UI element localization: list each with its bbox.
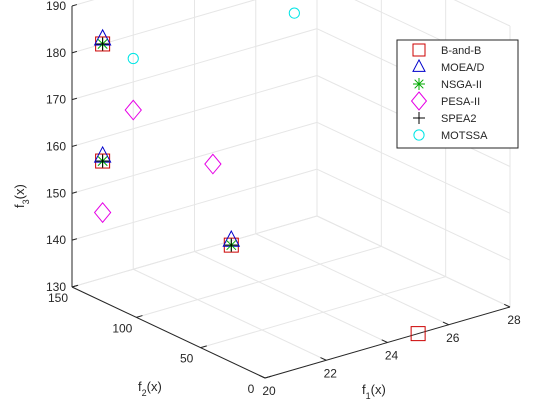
x-tick-mark (503, 303, 511, 308)
y-tick-label: 0 (248, 382, 255, 396)
right-wall-grid-line (316, 215, 511, 308)
x-tick-label: 20 (262, 384, 276, 398)
z-tick-mark (71, 238, 78, 241)
z-axis-label: f3(x) (12, 184, 31, 208)
right-wall-grid-line (316, 121, 511, 214)
back-wall-grid-line (71, 168, 318, 241)
y-tick-label: 100 (112, 321, 132, 335)
data-point (124, 99, 142, 121)
series-moea-d (93, 28, 241, 247)
z-tick-label: 190 (46, 0, 66, 13)
right-wall-grid-line (316, 168, 511, 261)
x-tick-mark (320, 357, 327, 361)
data-point (93, 202, 112, 224)
x-tick-label: 28 (507, 313, 521, 327)
z-tick-mark (71, 144, 78, 147)
legend-marker (413, 78, 425, 90)
y-axis-line (71, 286, 266, 379)
floor-grid-line (255, 233, 449, 326)
y-axis-label: f2(x) (138, 379, 162, 398)
legend-label: SPEA2 (441, 113, 476, 125)
legend-item: PESA-II (410, 91, 480, 111)
x-tick-mark (381, 339, 388, 343)
x-tick-label: 24 (385, 349, 399, 363)
legend-item: MOEA/D (412, 58, 484, 74)
x-tick-mark (442, 321, 449, 326)
legend-item: SPEA2 (413, 112, 476, 125)
z-tick-label: 180 (46, 46, 66, 60)
back-wall-grid-line (71, 28, 318, 101)
axis-labels: f1(x) f2(x) f3(x) (12, 184, 386, 401)
y-tick-mark (264, 375, 272, 379)
right-wall-grid-line (453, 0, 511, 27)
legend-item: B-and-B (412, 43, 481, 57)
back-wall-grid-line (71, 75, 318, 147)
series-b-and-b (95, 36, 426, 342)
legend-marker (412, 43, 426, 57)
x-tick-label: 26 (446, 331, 460, 345)
legend-label: B-and-B (441, 45, 481, 57)
y-tick-mark (200, 345, 207, 349)
data-points (93, 7, 426, 342)
legend-label: PESA-II (441, 96, 480, 108)
floor-grid-line (200, 276, 446, 349)
data-point (410, 326, 426, 342)
data-point (96, 154, 110, 168)
legend-marker (410, 91, 428, 111)
data-point (204, 153, 222, 175)
z-tick-label: 130 (46, 280, 66, 294)
data-point (224, 238, 238, 252)
z-tick-mark (71, 285, 78, 288)
y-tick-label: 50 (180, 352, 194, 366)
z-tick-label: 160 (46, 140, 66, 154)
z-tick-mark (71, 191, 78, 194)
legend-label: NSGA-II (441, 79, 482, 91)
back-wall-grid-line (71, 121, 318, 194)
data-point (288, 7, 300, 19)
legend-marker (412, 58, 426, 72)
data-point (127, 52, 139, 65)
x-tick-mark (258, 374, 266, 379)
z-tick-label: 140 (46, 233, 66, 247)
back-wall-grid-line (71, 215, 318, 288)
z-tick-mark (71, 50, 78, 54)
legend-label: MOEA/D (441, 62, 484, 74)
floor-grid-line (136, 245, 382, 318)
legend-marker (413, 129, 425, 141)
legend-item: NSGA-II (413, 78, 482, 91)
data-point (96, 37, 110, 51)
x-tick-label: 22 (324, 366, 338, 380)
floor-grid-line (194, 251, 388, 343)
x-axis-label: f1(x) (362, 382, 386, 401)
z-tick-label: 170 (46, 93, 66, 107)
series-pesa-ii (93, 99, 222, 224)
y-tick-label: 150 (48, 291, 68, 305)
z-tick-mark (71, 97, 78, 101)
series-spea2 (96, 37, 238, 252)
series-nsga-ii (96, 37, 238, 252)
z-tick-label: 150 (46, 186, 66, 200)
legend: B-and-B MOEA/D NSGA-II PESA-II SPEA2 MOTSSA (396, 39, 519, 149)
back-wall-grid-line (71, 0, 257, 54)
legend-label: MOTSSA (441, 130, 488, 142)
floor-grid-line (133, 268, 327, 361)
z-tick-mark (71, 4, 78, 7)
series-motssa (127, 7, 300, 65)
legend-item: MOTSSA (413, 129, 488, 142)
y-tick-mark (136, 315, 143, 318)
legend-marker (413, 112, 425, 124)
